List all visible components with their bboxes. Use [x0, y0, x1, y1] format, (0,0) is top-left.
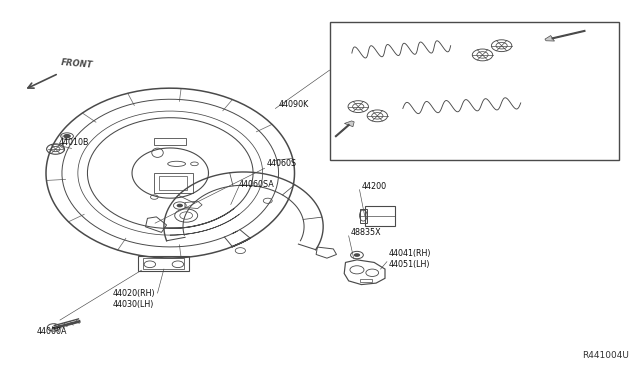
Text: 48835X: 48835X: [351, 228, 381, 237]
Circle shape: [177, 204, 183, 208]
Text: 44090K: 44090K: [278, 100, 309, 109]
Bar: [360, 279, 372, 282]
Circle shape: [354, 253, 360, 257]
Polygon shape: [545, 36, 554, 41]
Text: 44000A: 44000A: [36, 327, 67, 336]
Polygon shape: [344, 121, 354, 127]
Text: R441004U: R441004U: [582, 350, 629, 359]
Bar: [138, 256, 189, 271]
Text: 44060SA: 44060SA: [239, 180, 275, 189]
Text: 44010B: 44010B: [59, 138, 89, 147]
Bar: [330, 22, 620, 160]
Bar: [154, 138, 186, 145]
Text: 44041(RH)
44051(LH): 44041(RH) 44051(LH): [389, 249, 431, 269]
Text: 44020(RH)
44030(LH): 44020(RH) 44030(LH): [113, 289, 156, 309]
Text: 44060S: 44060S: [266, 158, 296, 168]
Circle shape: [63, 134, 71, 138]
Text: FRONT: FRONT: [61, 58, 93, 70]
Bar: [143, 258, 184, 269]
Text: 44200: 44200: [362, 182, 387, 191]
